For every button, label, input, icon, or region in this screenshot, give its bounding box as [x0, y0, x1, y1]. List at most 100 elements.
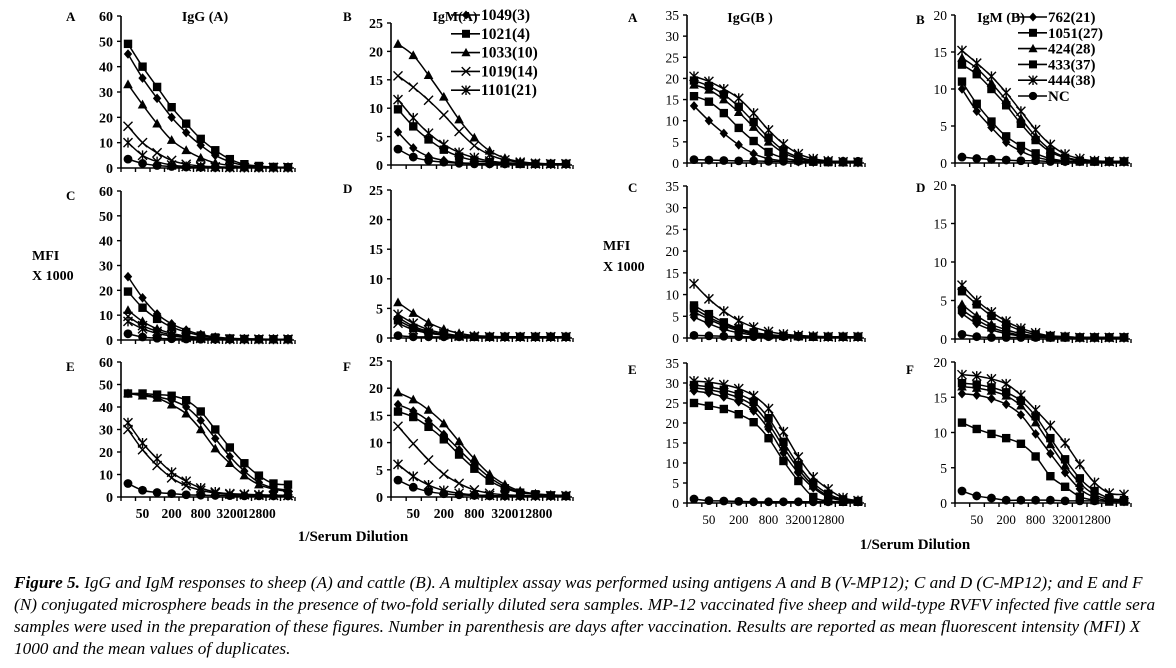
panel-letter: D — [916, 180, 925, 195]
series-1033-10 — [123, 388, 293, 496]
y-tick-label: 20 — [369, 45, 383, 60]
data-point-star — [718, 306, 729, 317]
data-point-square — [123, 39, 133, 49]
y-tick-label: 25 — [666, 222, 680, 237]
data-point-circle — [138, 485, 147, 495]
data-point-square — [454, 450, 464, 459]
data-point-circle — [1045, 495, 1055, 505]
data-point-square — [749, 117, 758, 127]
data-point-circle — [424, 332, 433, 342]
y-tick-label: 0 — [672, 496, 679, 511]
data-point-circle — [793, 156, 803, 166]
series-nc — [689, 494, 863, 507]
data-point-circle — [1060, 496, 1070, 506]
data-point-triangle — [408, 394, 419, 404]
x-tick-label: 800 — [759, 512, 779, 527]
data-point-circle — [210, 163, 220, 172]
data-point-circle — [254, 163, 264, 172]
data-point-square — [181, 119, 191, 128]
panel-cattle-b: B IgM (B) 0 5 10 15 20 762(21)1051(27)424(28)43… — [916, 8, 1132, 171]
data-point-star — [152, 453, 163, 464]
series-433-37 — [689, 76, 863, 167]
data-point-circle — [454, 490, 464, 500]
data-point-star — [703, 293, 714, 304]
data-point-circle — [439, 157, 449, 167]
legend: 1049(3) 1021(4) 1033(10)1019(14) 1101(21) — [451, 7, 538, 99]
data-point-square — [439, 435, 449, 444]
series-1033-10 — [393, 297, 571, 341]
data-point-square — [1046, 472, 1055, 481]
data-point-circle — [1031, 156, 1041, 166]
data-point-square — [393, 105, 403, 114]
series-nc — [123, 479, 293, 501]
series-line — [127, 43, 289, 168]
data-point-square — [689, 398, 699, 408]
data-point-circle — [439, 332, 449, 342]
data-point-triangle — [423, 70, 434, 80]
data-point-star — [808, 472, 819, 482]
data-point-star — [408, 112, 419, 123]
series-line — [961, 49, 1125, 163]
series-line — [397, 43, 567, 165]
series-line — [961, 309, 1124, 339]
data-point-triangle — [268, 484, 279, 493]
legend-label: 1021(4) — [481, 26, 530, 43]
x-tick-label: 200 — [729, 512, 749, 527]
data-point-square — [972, 424, 981, 434]
data-point-triangle — [1016, 400, 1026, 410]
data-point-square — [719, 90, 729, 99]
data-point-circle — [515, 491, 525, 501]
y-tick-label: 5 — [376, 131, 383, 146]
x-tick-label: 800 — [1026, 512, 1046, 527]
y-tick-label: 10 — [369, 273, 383, 288]
legend-marker-triangle — [1028, 43, 1038, 53]
data-point-square — [734, 390, 743, 399]
data-point-triangle — [469, 132, 480, 142]
data-point-circle — [987, 493, 996, 503]
legend-item: NC — [1018, 89, 1070, 105]
data-point-square — [779, 146, 788, 155]
data-point-triangle — [439, 418, 449, 428]
y-tick-label: 50 — [99, 210, 113, 225]
data-point-x — [469, 140, 480, 151]
data-point-circle — [719, 496, 729, 506]
data-point-circle — [283, 334, 293, 344]
series-1021-4 — [393, 407, 571, 501]
data-point-circle — [181, 162, 191, 172]
data-point-x — [152, 147, 163, 158]
data-point-diamond — [957, 388, 967, 399]
data-point-circle — [225, 163, 235, 172]
data-point-triangle — [748, 122, 759, 131]
data-point-circle — [1031, 333, 1041, 342]
y-tick-label: 5 — [672, 309, 679, 324]
data-point-star — [393, 459, 403, 470]
data-point-circle — [408, 332, 418, 342]
data-point-star — [718, 84, 729, 94]
series-line — [397, 391, 567, 497]
y-tick-label: 10 — [99, 469, 113, 484]
series-line — [127, 392, 289, 491]
data-point-star — [971, 371, 982, 382]
data-point-square — [424, 135, 433, 144]
data-point-triangle — [123, 388, 133, 398]
y-tick-label: 0 — [940, 496, 947, 511]
data-point-star — [123, 137, 133, 148]
y-tick-label: 30 — [666, 201, 680, 216]
panel-sheep-d: D 0 5 10 15 20 25 — [343, 181, 574, 347]
data-point-triangle — [439, 91, 449, 101]
legend-label: 433(37) — [1048, 57, 1096, 73]
series-line — [961, 382, 1125, 501]
data-point-circle — [1090, 333, 1099, 342]
data-point-diamond — [409, 143, 418, 153]
data-point-square — [485, 476, 494, 485]
legend-label: NC — [1048, 89, 1070, 105]
data-point-circle — [1001, 495, 1011, 505]
data-point-diamond — [987, 122, 996, 133]
data-point-diamond — [196, 415, 205, 426]
series-nc — [957, 486, 1129, 506]
data-point-triangle — [166, 135, 177, 144]
data-point-triangle — [469, 453, 480, 463]
data-point-circle — [454, 332, 464, 342]
series-line — [693, 79, 859, 163]
data-point-circle — [439, 489, 449, 499]
